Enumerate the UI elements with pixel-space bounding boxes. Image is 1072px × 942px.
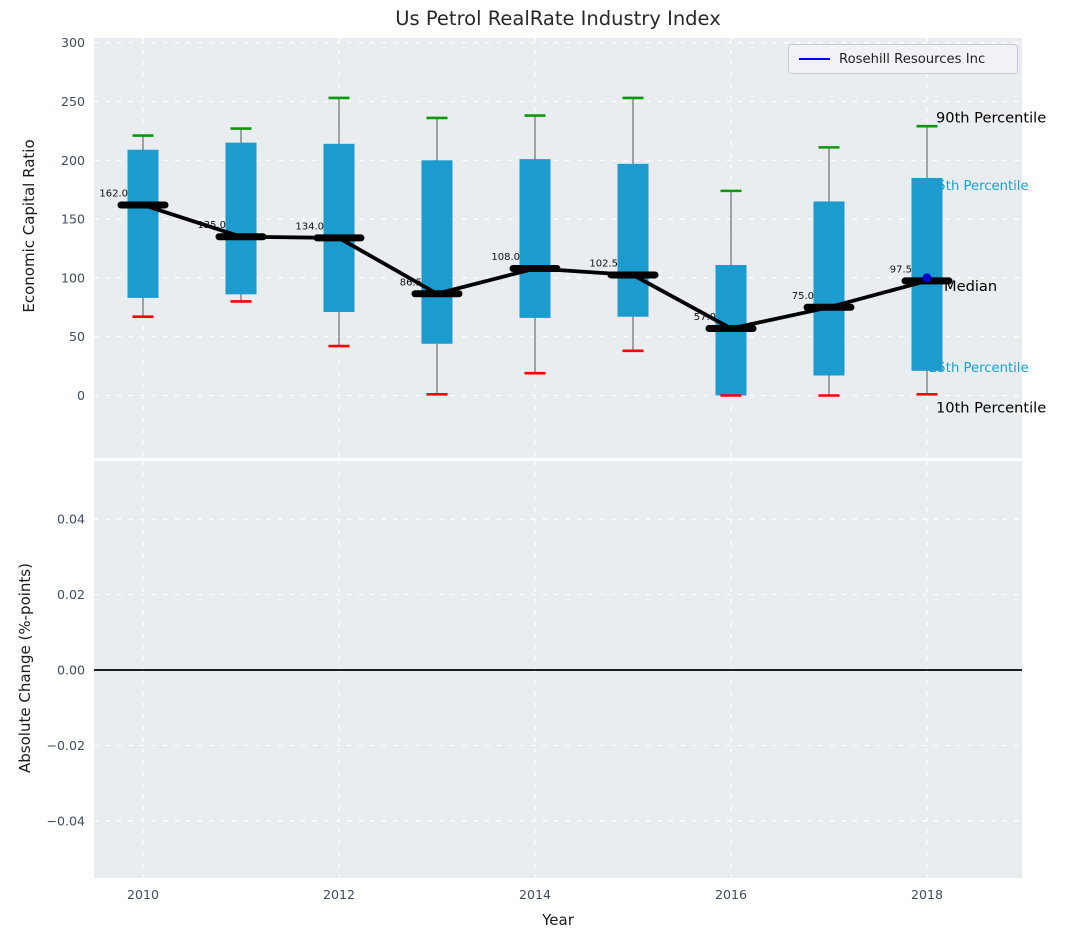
median-value-label: 162.0 — [99, 188, 128, 199]
median-value-label: 102.5 — [589, 258, 618, 269]
y-tick-label: 150 — [61, 212, 85, 227]
median-value-label: 135.0 — [197, 220, 226, 231]
median-value-label: 97.5 — [890, 264, 912, 275]
company-data-point — [922, 273, 932, 283]
y-tick-label: 250 — [61, 94, 85, 109]
median-value-label: 86.5 — [400, 277, 422, 288]
iqr-box — [225, 142, 257, 295]
y-tick-label: 0.04 — [57, 512, 85, 527]
y-tick-label: −0.02 — [46, 738, 85, 753]
iqr-box — [421, 160, 453, 344]
y-axis-label-top: Economic Capital Ratio — [20, 139, 38, 313]
legend-label: Rosehill Resources Inc — [839, 51, 986, 67]
y-tick-label: 300 — [61, 35, 85, 50]
median-value-label: 75.0 — [792, 291, 814, 302]
iqr-box — [127, 149, 159, 298]
x-tick-label: 2012 — [323, 887, 355, 902]
median-value-label: 134.0 — [295, 221, 324, 232]
y-tick-label: 0.02 — [57, 587, 85, 602]
percentile-annotation: 10th Percentile — [936, 399, 1046, 416]
y-tick-label: 0 — [77, 388, 85, 403]
x-tick-label: 2014 — [519, 887, 551, 902]
y-tick-label: 0.00 — [57, 663, 85, 678]
x-axis-label: Year — [542, 911, 574, 929]
median-value-label: 108.0 — [491, 252, 520, 263]
percentile-annotation: 25th Percentile — [929, 361, 1029, 376]
x-tick-label: 2018 — [911, 887, 943, 902]
iqr-box — [617, 163, 649, 317]
iqr-box — [813, 201, 845, 376]
percentile-annotation: 75th Percentile — [929, 179, 1029, 194]
percentile-annotation: Median — [944, 278, 997, 295]
x-tick-label: 2010 — [127, 887, 159, 902]
legend-line-icon — [799, 58, 830, 60]
chart-title: Us Petrol RealRate Industry Index — [395, 7, 721, 30]
median-value-label: 57.0 — [694, 312, 716, 323]
percentile-annotation: 90th Percentile — [936, 110, 1046, 127]
y-tick-label: 50 — [69, 329, 85, 344]
iqr-box — [519, 159, 551, 318]
x-tick-label: 2016 — [715, 887, 747, 902]
iqr-box — [323, 143, 355, 313]
y-tick-label: 100 — [61, 270, 85, 285]
y-axis-label-bottom: Absolute Change (%-points) — [16, 563, 34, 773]
y-tick-label: 200 — [61, 153, 85, 168]
y-tick-label: −0.04 — [46, 813, 85, 828]
legend: Rosehill Resources Inc — [788, 44, 1018, 74]
